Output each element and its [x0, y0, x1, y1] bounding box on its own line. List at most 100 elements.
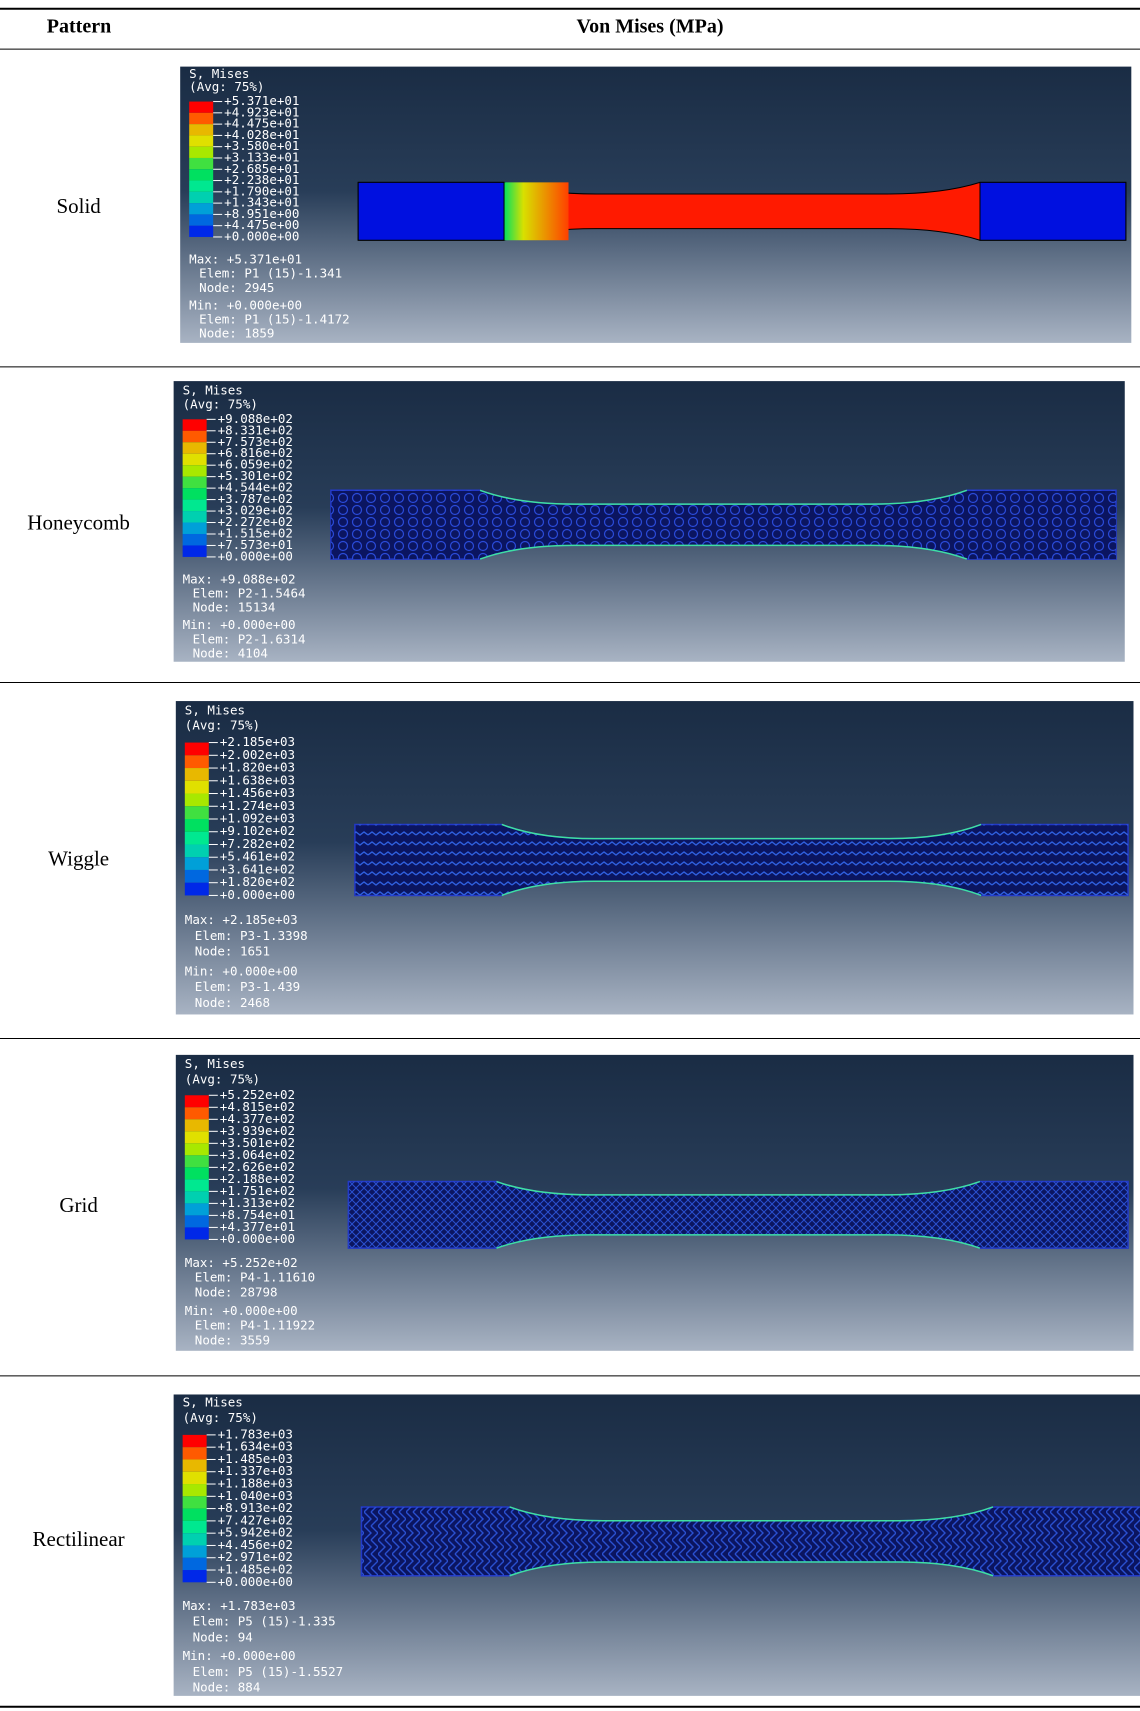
legend-swatch — [183, 431, 207, 442]
legend-swatch — [183, 500, 207, 511]
pattern-name: Wiggle — [48, 846, 109, 870]
legend-label: +0.000e+00 — [224, 228, 299, 243]
legend-swatch — [185, 1215, 209, 1227]
stat-min-node: Node: 3559 — [195, 1332, 270, 1347]
legend-swatch — [185, 870, 209, 883]
legend-swatch — [185, 1155, 209, 1167]
legend-swatch — [189, 124, 213, 135]
legend-swatch — [185, 857, 209, 870]
legend-swatch — [183, 534, 207, 545]
legend-label: +0.000e+00 — [218, 1574, 293, 1589]
stat-max: Max: +5.252e+02 — [185, 1255, 298, 1270]
legend-swatch — [189, 203, 213, 214]
header-pattern: Pattern — [47, 16, 111, 38]
specimen-grip — [980, 182, 1126, 240]
legend-swatch — [183, 1533, 207, 1545]
stat-min: Min: +0.000e+00 — [185, 963, 298, 978]
legend-label: +0.000e+00 — [220, 1231, 295, 1246]
legend-swatch — [183, 1558, 207, 1570]
stat-min-elem: Elem: P4-1.11922 — [195, 1318, 315, 1333]
legend-swatch — [189, 102, 213, 113]
legend-swatch — [183, 1459, 207, 1471]
pattern-name: Rectilinear — [33, 1527, 125, 1551]
stat-max-elem: Elem: P5 (15)-1.335 — [193, 1614, 336, 1629]
legend-swatch — [185, 755, 209, 768]
page: Pattern Von Mises (MPa) SolidS, Mises(Av… — [0, 0, 1140, 1711]
legend-label: +0.000e+00 — [220, 887, 295, 902]
stat-min: Min: +0.000e+00 — [185, 1303, 298, 1318]
legend-swatch — [185, 819, 209, 832]
legend-swatch — [185, 1107, 209, 1119]
stat-max-node: Node: 1651 — [195, 944, 270, 959]
legend-swatch — [189, 147, 213, 158]
legend-swatch — [183, 1570, 207, 1582]
legend-swatch — [183, 465, 207, 476]
legend-avg: (Avg: 75%) — [183, 397, 258, 412]
stat-max: Max: +2.185e+03 — [185, 912, 298, 927]
legend-swatch — [183, 1472, 207, 1484]
legend-swatch — [183, 1496, 207, 1508]
legend-swatch — [185, 1131, 209, 1143]
legend-swatch — [183, 523, 207, 534]
legend-swatch — [185, 768, 209, 781]
legend-swatch — [185, 832, 209, 845]
legend-swatch — [185, 806, 209, 819]
legend-swatch — [189, 214, 213, 225]
legend-avg: (Avg: 75%) — [189, 79, 264, 94]
legend-swatch — [185, 781, 209, 794]
legend-swatch — [189, 192, 213, 203]
legend-swatch — [189, 135, 213, 146]
stat-min-elem: Elem: P5 (15)-1.5527 — [193, 1664, 344, 1679]
stat-max-elem: Elem: P3-1.3398 — [195, 928, 308, 943]
legend-avg: (Avg: 75%) — [183, 1410, 258, 1425]
legend-swatch — [189, 181, 213, 192]
legend-title: S, Mises — [185, 702, 245, 717]
legend-title: S, Mises — [183, 1395, 243, 1410]
stat-max-node: Node: 2945 — [199, 280, 274, 295]
legend-swatch — [185, 883, 209, 896]
legend-swatch — [183, 545, 207, 556]
legend-label: +0.000e+00 — [218, 548, 293, 563]
legend-swatch — [183, 1545, 207, 1557]
stat-min-node: Node: 4104 — [193, 646, 268, 661]
stat-max-node: Node: 28798 — [195, 1284, 278, 1299]
legend-swatch — [189, 113, 213, 124]
legend-avg: (Avg: 75%) — [185, 1071, 260, 1086]
legend-swatch — [185, 1203, 209, 1215]
legend-swatch — [183, 454, 207, 465]
legend-swatch — [183, 1447, 207, 1459]
stat-min: Min: +0.000e+00 — [183, 1648, 296, 1663]
pattern-name: Honeycomb — [27, 511, 130, 535]
legend-swatch — [183, 1521, 207, 1533]
legend-swatch — [183, 488, 207, 499]
stat-max-elem: Elem: P1 (15)-1.341 — [199, 266, 342, 281]
specimen-transition — [504, 182, 568, 240]
legend-swatch — [185, 1227, 209, 1239]
legend-swatch — [185, 794, 209, 807]
legend-swatch — [189, 158, 213, 169]
stat-max-node: Node: 15134 — [193, 600, 276, 615]
legend-swatch — [183, 1509, 207, 1521]
legend-swatch — [185, 1167, 209, 1179]
stat-min-node: Node: 884 — [193, 1680, 261, 1695]
stat-max-elem: Elem: P2-1.5464 — [193, 586, 306, 601]
legend-swatch — [185, 1095, 209, 1107]
legend-swatch — [183, 477, 207, 488]
legend-avg: (Avg: 75%) — [185, 718, 260, 733]
stat-max: Max: +9.088e+02 — [183, 571, 296, 586]
legend-swatch — [183, 1484, 207, 1496]
legend-title: S, Mises — [183, 382, 243, 397]
stat-min-node: Node: 2468 — [195, 995, 270, 1010]
legend-swatch — [185, 1191, 209, 1203]
stat-min-node: Node: 1859 — [199, 326, 274, 341]
legend-swatch — [185, 743, 209, 756]
legend-swatch — [185, 1143, 209, 1155]
header-von-mises: Von Mises (MPa) — [576, 16, 723, 38]
legend-title: S, Mises — [185, 1056, 245, 1071]
legend-swatch — [183, 419, 207, 430]
specimen-grip — [358, 182, 504, 240]
legend-swatch — [183, 1435, 207, 1447]
stat-min: Min: +0.000e+00 — [183, 617, 296, 632]
stat-max-node: Node: 94 — [193, 1630, 253, 1645]
stat-max: Max: +5.371e+01 — [189, 251, 302, 266]
